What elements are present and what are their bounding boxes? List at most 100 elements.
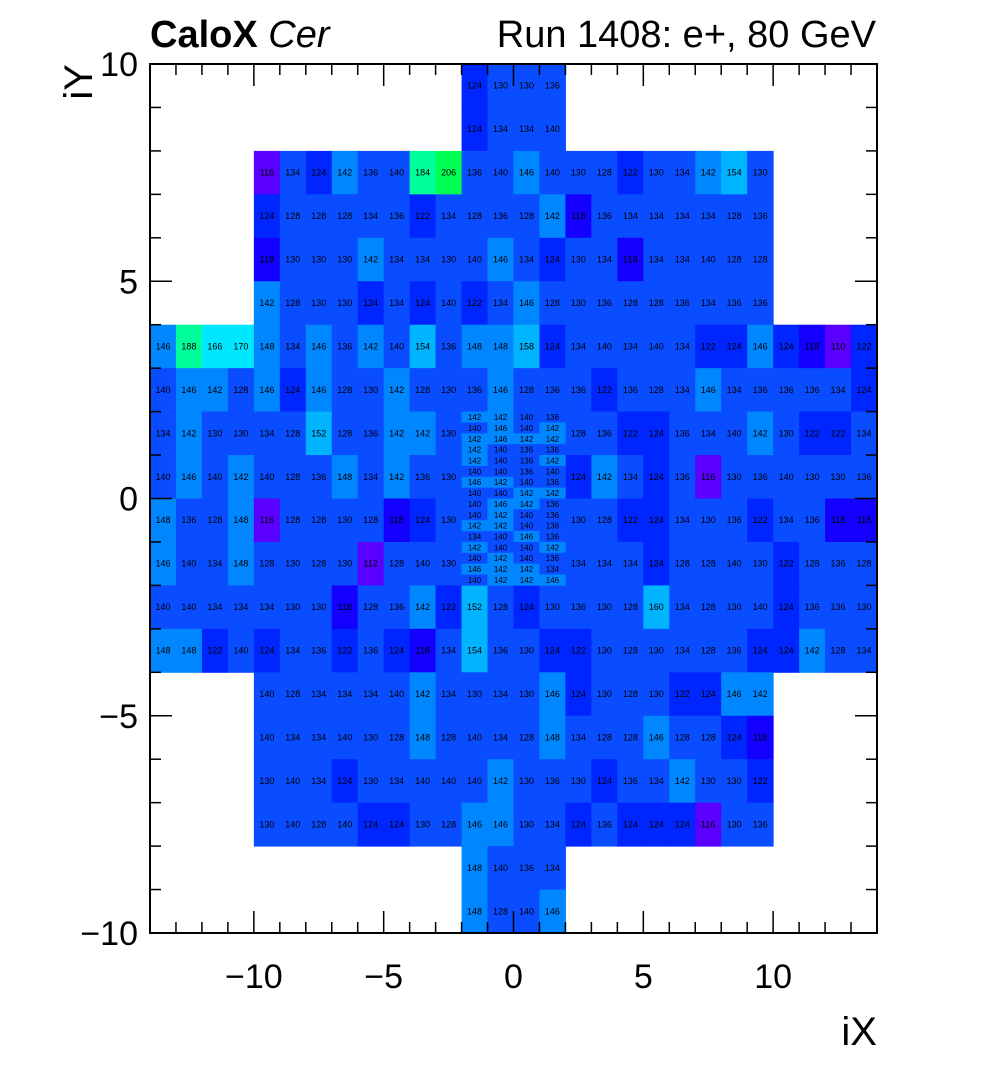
x-tick-label: −10 — [225, 958, 283, 996]
cell-label: 118 — [857, 515, 871, 525]
cell-label: 130 — [701, 515, 716, 525]
heatmap-cell — [201, 498, 229, 543]
cell-label: 128 — [623, 602, 638, 612]
heatmap-cell — [669, 411, 696, 456]
cell-label: 142 — [493, 776, 508, 786]
heatmap-cell — [695, 368, 722, 413]
fine-cell-label: 140 — [520, 554, 534, 563]
heatmap-cell — [279, 628, 307, 673]
fine-cell — [539, 433, 566, 445]
heatmap-cell — [513, 150, 540, 195]
heatmap-cell — [331, 759, 359, 804]
cell-label: 142 — [545, 211, 560, 221]
cell-label: 140 — [181, 559, 196, 569]
cell-label: 136 — [805, 515, 820, 525]
heatmap-cell — [435, 498, 463, 543]
heatmap-cell — [643, 150, 670, 195]
heatmap-cell — [487, 150, 514, 195]
heatmap-cell — [383, 802, 411, 847]
cell-label: 136 — [831, 559, 846, 569]
cell-label: 122 — [441, 602, 456, 612]
heatmap-cell — [279, 498, 307, 543]
heatmap-cell — [253, 194, 281, 239]
heatmap-cell — [357, 672, 385, 717]
heatmap-cell — [357, 759, 385, 804]
heatmap-cell — [747, 455, 774, 499]
heatmap-cell — [539, 802, 566, 847]
cell-label: 134 — [363, 472, 378, 482]
cell-label: 130 — [571, 776, 586, 786]
cell-label: 116 — [260, 515, 274, 525]
fine-cell — [487, 455, 514, 467]
cell-label: 142 — [753, 428, 768, 438]
y-tick-label: 0 — [119, 481, 138, 519]
fine-cell — [487, 444, 514, 456]
fine-cell-label: 140 — [468, 511, 482, 520]
cell-label: 134 — [649, 211, 664, 221]
heatmap-cell — [331, 368, 359, 413]
heatmap-cell — [305, 411, 333, 456]
fine-cell-label: 142 — [520, 500, 534, 509]
cell-label: 124 — [779, 646, 794, 656]
heatmap-cell — [539, 150, 566, 195]
cell-label: 130 — [597, 689, 612, 699]
fine-cell-label: 140 — [520, 478, 534, 487]
cell-label: 142 — [597, 472, 612, 482]
cell-label: 128 — [415, 385, 430, 395]
cell-label: 140 — [389, 341, 404, 351]
cell-label: 140 — [753, 602, 768, 612]
cell-label: 142 — [389, 385, 404, 395]
heatmap-cell — [435, 455, 463, 499]
cell-label: 136 — [805, 385, 820, 395]
heatmap-cell — [331, 194, 359, 239]
cell-label: 134 — [285, 168, 300, 178]
cell-label: 124 — [779, 602, 794, 612]
cell-label: 134 — [675, 211, 690, 221]
heatmap-cell — [591, 324, 618, 369]
heatmap-cell — [331, 237, 359, 282]
cell-label: 134 — [363, 689, 378, 699]
cell-label: 124 — [857, 385, 872, 395]
fine-cell — [513, 422, 540, 434]
cell-label: 142 — [753, 689, 768, 699]
cell-label: 146 — [493, 255, 508, 265]
heatmap-cell — [383, 715, 411, 760]
cell-label: 124 — [571, 819, 586, 829]
cell-label: 124 — [415, 298, 430, 308]
heatmap-cell — [253, 411, 281, 456]
heatmap-cell — [851, 628, 878, 673]
heatmap-cell — [825, 455, 852, 499]
heatmap-cell — [357, 541, 385, 586]
heatmap-cell — [617, 237, 644, 282]
cell-label: 142 — [805, 646, 820, 656]
heatmap-cell — [851, 455, 878, 499]
cell-label: 134 — [311, 732, 326, 742]
cell-label: 134 — [259, 602, 274, 612]
cell-label: 124 — [519, 602, 534, 612]
cell-label: 136 — [805, 602, 820, 612]
heatmap-cell — [487, 64, 514, 108]
cell-label: 124 — [701, 689, 716, 699]
cell-label: 134 — [389, 298, 404, 308]
x-axis-label: iX — [841, 1010, 877, 1054]
cell-label: 128 — [623, 732, 638, 742]
heatmap-cell — [435, 628, 463, 673]
cell-label: 140 — [597, 341, 612, 351]
cell-label: 124 — [779, 341, 794, 351]
cell-label: 128 — [311, 559, 326, 569]
fine-cell — [513, 465, 540, 478]
heatmap-cell — [591, 281, 618, 326]
fine-cell-label: 140 — [494, 446, 508, 455]
cell-label: 142 — [675, 776, 690, 786]
heatmap-cell — [383, 194, 411, 239]
heatmap-cell — [461, 585, 489, 630]
cell-label: 134 — [285, 646, 300, 656]
cell-label: 130 — [649, 689, 664, 699]
fine-cell-label: 136 — [546, 533, 560, 542]
cell-label: 118 — [389, 515, 403, 525]
fine-cell-label: 136 — [520, 467, 534, 476]
fine-cell — [539, 465, 566, 478]
cell-label: 128 — [753, 255, 768, 265]
heatmap-cell — [227, 498, 255, 543]
heatmap-cell — [253, 498, 281, 543]
